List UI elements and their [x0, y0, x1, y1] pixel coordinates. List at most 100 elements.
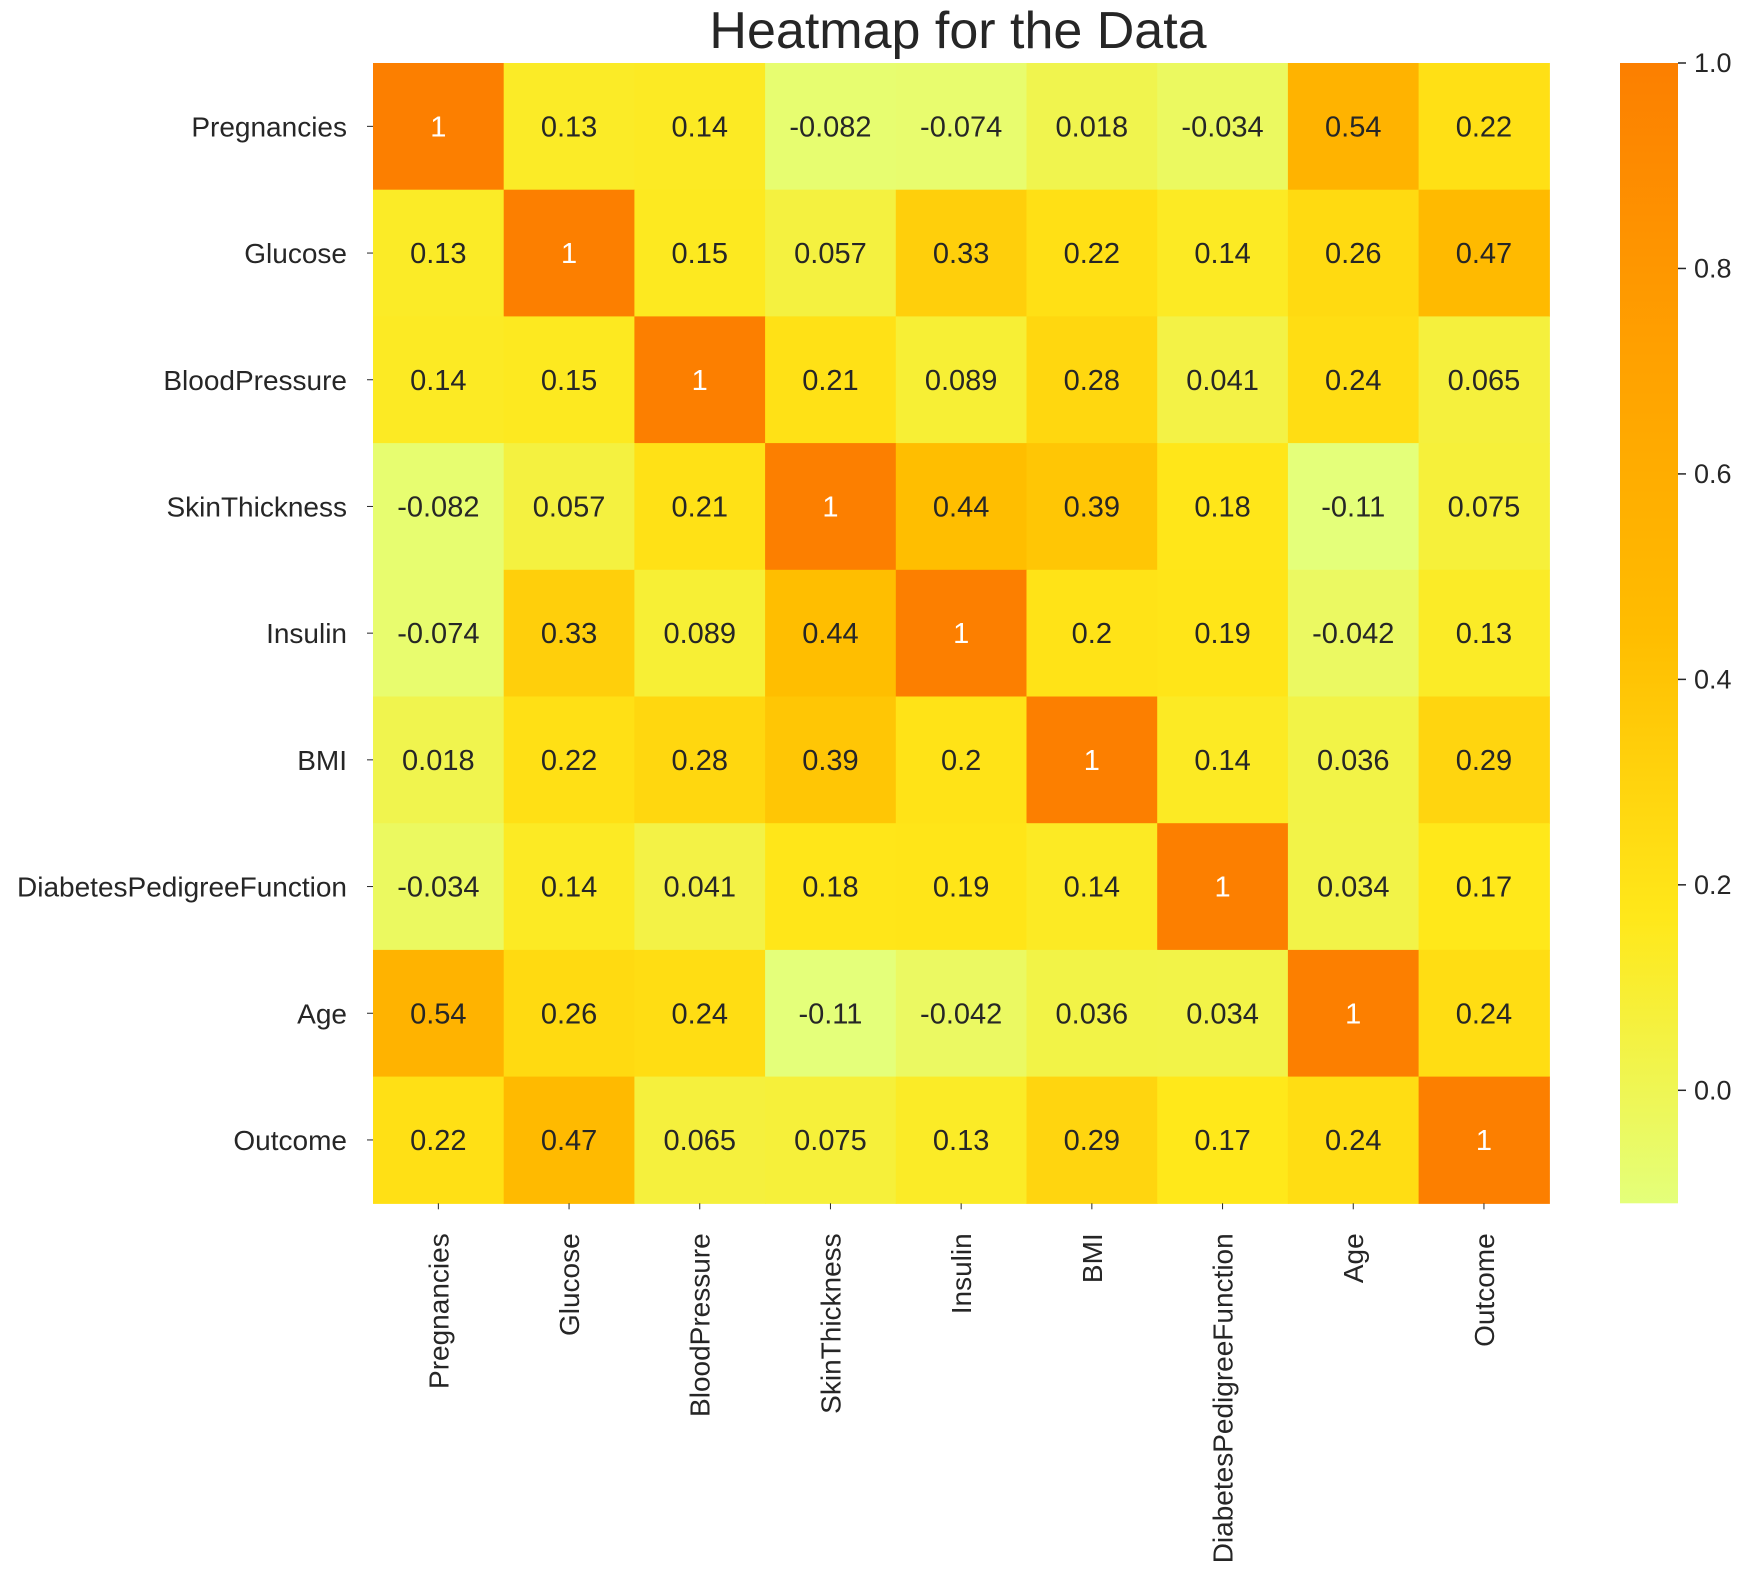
heatmap-cell: [1287, 949, 1420, 1078]
heatmap-cell: [634, 189, 766, 317]
cell-value-label: 0.26: [1325, 238, 1381, 270]
heatmap-cell: [373, 63, 505, 191]
cell-value-label: 0.034: [1186, 998, 1259, 1030]
heatmap-cell: [1026, 443, 1158, 571]
cell-value-label: 0.14: [1064, 872, 1120, 904]
cell-value-label: 0.075: [1448, 491, 1521, 523]
heatmap-cell: [1287, 63, 1420, 191]
y-tick-label: SkinThickness: [166, 491, 347, 522]
cell-value-label: 0.22: [1456, 111, 1512, 143]
colorbar-tick-label: 1.0: [1694, 48, 1732, 78]
heatmap-cell: [765, 823, 897, 951]
cell-value-label: 0.17: [1194, 1125, 1250, 1157]
chart-title: Heatmap for the Data: [709, 2, 1206, 60]
x-tick-label: BMI: [1077, 1233, 1108, 1283]
heatmap-cell: [634, 63, 766, 191]
heatmap-cell: [1418, 189, 1550, 317]
heatmap-cell: [373, 1076, 505, 1204]
cell-value-label: 0.075: [794, 1125, 867, 1157]
heatmap-cell: [1026, 696, 1158, 824]
y-tick-label: BloodPressure: [163, 365, 347, 396]
cell-value-label: 0.089: [925, 365, 998, 397]
x-tick-label: DiabetesPedigreeFunction: [1208, 1233, 1239, 1563]
cell-value-label: 0.13: [410, 238, 466, 270]
cell-value-label: 0.041: [1186, 365, 1259, 397]
heatmap-cell: [1157, 569, 1289, 698]
cell-value-label: 0.24: [1325, 365, 1381, 397]
cell-value-label: 0.057: [794, 238, 867, 270]
cell-value-label: -0.074: [397, 618, 479, 650]
heatmap-cell: [1026, 823, 1158, 951]
cell-value-label: 0.13: [541, 111, 597, 143]
cell-value-label: 0.47: [1456, 238, 1512, 270]
heatmap-cells: 1 0.13 0.14 -0.082 -0.074 0.018 -0.034 0.54 0.22…: [373, 63, 1550, 1204]
heatmap-cell: [503, 1076, 635, 1204]
cell-value-label: 0.22: [541, 745, 597, 777]
heatmap-cell: [1418, 443, 1550, 571]
cell-value-label: -0.082: [789, 111, 871, 143]
cell-value-label: 0.29: [1456, 745, 1512, 777]
cell-value-label: 1: [1476, 1125, 1492, 1157]
heatmap-cell: [765, 443, 897, 571]
y-tick-label: Insulin: [266, 618, 347, 649]
cell-value-label: 0.18: [1194, 491, 1250, 523]
cell-value-label: -0.034: [397, 872, 479, 904]
heatmap-cell: [634, 1076, 766, 1204]
cell-value-label: 0.44: [802, 618, 858, 650]
cell-value-label: 0.041: [663, 872, 736, 904]
heatmap-cell: [1418, 569, 1550, 698]
cell-value-label: 0.034: [1317, 872, 1390, 904]
cell-value-label: 0.14: [672, 111, 728, 143]
heatmap-cell: [895, 1076, 1028, 1204]
cell-value-label: 1: [822, 491, 838, 523]
heatmap-cell: [895, 63, 1028, 191]
x-tick-label: Glucose: [554, 1233, 585, 1336]
heatmap-cell: [765, 189, 897, 317]
colorbar: 0.0 0.2 0.4 0.6 0.8 1.0: [1620, 48, 1732, 1204]
heatmap-cell: [765, 1076, 897, 1204]
cell-value-label: 0.17: [1456, 872, 1512, 904]
x-tick-label: Pregnancies: [423, 1233, 454, 1389]
cell-value-label: 0.15: [672, 238, 728, 270]
y-tick-label: DiabetesPedigreeFunction: [17, 872, 347, 903]
cell-value-label: -0.11: [798, 998, 862, 1030]
cell-value-label: 0.44: [933, 491, 989, 523]
heatmap-cell: [1157, 696, 1289, 824]
cell-value-label: -0.11: [1321, 491, 1385, 523]
cell-value-label: -0.074: [920, 111, 1002, 143]
cell-value-label: -0.042: [1312, 618, 1394, 650]
heatmap-cell: [503, 316, 635, 444]
cell-value-label: 0.39: [802, 745, 858, 777]
heatmap-cell: [634, 569, 766, 698]
cell-value-label: 0.036: [1056, 998, 1129, 1030]
cell-value-label: 0.19: [1194, 618, 1250, 650]
x-tick-label: BloodPressure: [685, 1233, 716, 1417]
y-axis-tick-labels: Pregnancies Glucose BloodPressure SkinThick…: [17, 111, 373, 1156]
cell-value-label: -0.034: [1181, 111, 1263, 143]
heatmap-cell: [895, 189, 1028, 317]
cell-value-label: 0.22: [410, 1125, 466, 1157]
cell-value-label: 0.065: [663, 1125, 736, 1157]
cell-value-label: 1: [692, 365, 708, 397]
cell-value-label: 0.19: [933, 872, 989, 904]
x-tick-label: Age: [1338, 1233, 1369, 1283]
heatmap-cell: [373, 949, 505, 1078]
heatmap-cell: [503, 569, 635, 698]
cell-value-label: 1: [953, 618, 969, 650]
cell-value-label: -0.042: [920, 998, 1002, 1030]
x-tick-label: SkinThickness: [815, 1233, 846, 1414]
heatmap-cell: [503, 696, 635, 824]
cell-value-label: 0.28: [672, 745, 728, 777]
heatmap-cell: [1157, 823, 1289, 951]
cell-value-label: 0.33: [541, 618, 597, 650]
colorbar-tick-label: 0.2: [1694, 870, 1732, 900]
heatmap-cell: [634, 316, 766, 444]
x-axis-tick-labels: Pregnancies Glucose BloodPressure SkinThick…: [423, 1203, 1500, 1563]
heatmap-cell: [373, 443, 505, 571]
heatmap-cell: [1418, 1076, 1550, 1204]
heatmap-cell: [503, 63, 635, 191]
cell-value-label: 1: [1345, 998, 1361, 1030]
heatmap-cell: [1157, 949, 1289, 1078]
heatmap-cell: [1418, 696, 1550, 824]
cell-value-label: -0.082: [397, 491, 479, 523]
